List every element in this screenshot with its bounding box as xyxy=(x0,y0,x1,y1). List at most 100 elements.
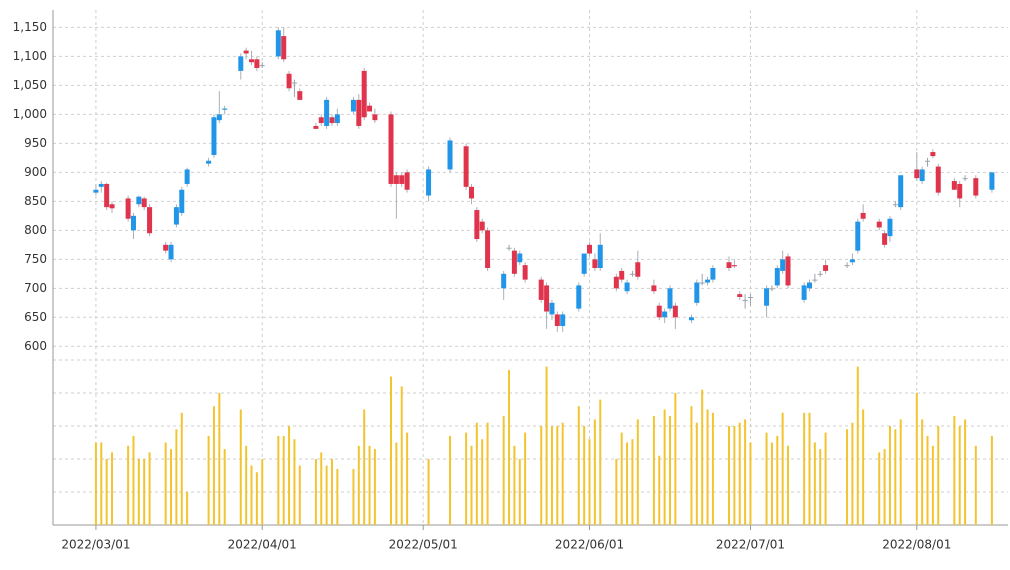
volume-bar xyxy=(175,429,178,525)
candle-body xyxy=(860,212,866,219)
candle-body xyxy=(216,114,222,121)
candle-body xyxy=(844,265,850,267)
candle-body xyxy=(629,273,635,275)
candle-body xyxy=(817,273,823,275)
volume-bar xyxy=(899,419,902,525)
candle-body xyxy=(334,114,340,124)
volume-bar xyxy=(577,406,580,525)
candle-body xyxy=(522,265,528,280)
y-tick-label: 1,150 xyxy=(13,20,47,34)
candle-body xyxy=(544,285,550,312)
candle-body xyxy=(350,99,356,112)
candle-body xyxy=(726,262,732,269)
volume-bar xyxy=(368,445,371,525)
candle-body xyxy=(855,221,861,251)
candle-body xyxy=(367,105,373,112)
volume-bar xyxy=(728,426,731,525)
volume-bar xyxy=(250,465,253,525)
volume-bar xyxy=(100,442,103,525)
candle-body xyxy=(849,259,855,263)
candle-body xyxy=(356,99,362,126)
candle-body xyxy=(930,152,936,157)
x-tick-label: 2022/06/01 xyxy=(555,538,624,552)
volume-bar xyxy=(803,412,806,525)
x-tick-label: 2022/05/01 xyxy=(389,538,458,552)
volume-bar xyxy=(470,445,473,525)
candle-body xyxy=(823,265,829,271)
candle-body xyxy=(538,279,544,300)
candle-body xyxy=(109,204,115,209)
candle-body xyxy=(222,108,228,110)
candle-body xyxy=(447,140,453,170)
candle-body xyxy=(925,160,931,162)
volume-bar xyxy=(921,419,924,525)
candle-body xyxy=(973,178,979,196)
candle-body xyxy=(560,314,566,327)
volume-bar xyxy=(588,439,591,525)
candle-body xyxy=(297,91,303,100)
volume-bar xyxy=(105,459,108,525)
y-tick-label: 1,050 xyxy=(13,78,47,92)
candle-body xyxy=(764,288,770,306)
volume-bar xyxy=(668,416,671,525)
volume-bar xyxy=(524,432,527,525)
volume-bar xyxy=(781,412,784,525)
candle-body xyxy=(619,270,625,280)
candle-body xyxy=(141,198,147,208)
volume-bar xyxy=(143,459,146,525)
volume-bar xyxy=(502,416,505,525)
volume-bar xyxy=(111,452,114,525)
candle-body xyxy=(710,268,716,280)
volume-bar xyxy=(808,412,811,525)
candle-body xyxy=(635,262,641,277)
volume-bar xyxy=(486,422,489,525)
candle-body xyxy=(935,166,941,193)
volume-bar xyxy=(990,435,993,525)
y-tick-label: 750 xyxy=(24,252,47,266)
candle-body xyxy=(184,169,190,184)
volume-bar xyxy=(846,429,849,525)
candle-body xyxy=(329,117,335,124)
volume-bar xyxy=(937,426,940,525)
volume-bar xyxy=(883,449,886,525)
volume-bar xyxy=(888,426,891,525)
candle-body xyxy=(404,172,410,190)
candle-body xyxy=(511,250,517,274)
volume-bar xyxy=(406,432,409,525)
volume-bar xyxy=(186,492,189,525)
candle-body xyxy=(688,317,694,321)
candle-body xyxy=(667,288,673,309)
volume-bar xyxy=(320,452,323,525)
volume-bar xyxy=(277,435,280,525)
volume-bar xyxy=(658,455,661,525)
candle-body xyxy=(98,183,104,187)
volume-bar xyxy=(856,366,859,525)
candle-body xyxy=(592,259,598,269)
candle-body xyxy=(742,299,748,301)
volume-bar xyxy=(132,435,135,525)
volume-bar xyxy=(583,426,586,525)
candle-body xyxy=(399,175,405,184)
candle-body xyxy=(426,169,432,196)
volume-bar xyxy=(706,409,709,525)
volume-bar xyxy=(878,452,881,525)
volume-bar xyxy=(261,459,264,525)
volume-bar xyxy=(974,445,977,525)
candle-body xyxy=(130,215,136,231)
candle-body xyxy=(699,282,705,284)
volume-bar xyxy=(352,468,355,525)
volume-bar xyxy=(212,406,215,525)
volume-bar xyxy=(390,376,393,525)
candle-body xyxy=(769,288,775,290)
volume-bar xyxy=(926,435,929,525)
candle-body xyxy=(372,114,378,121)
candle-body xyxy=(506,247,512,249)
candle-body xyxy=(989,172,995,190)
volume-bar xyxy=(620,432,623,525)
volume-bar xyxy=(137,459,140,525)
volume-bar xyxy=(363,409,366,525)
candle-body xyxy=(136,196,142,205)
candle-body xyxy=(957,183,963,199)
volume-bar xyxy=(207,435,210,525)
volume-bar xyxy=(862,409,865,525)
